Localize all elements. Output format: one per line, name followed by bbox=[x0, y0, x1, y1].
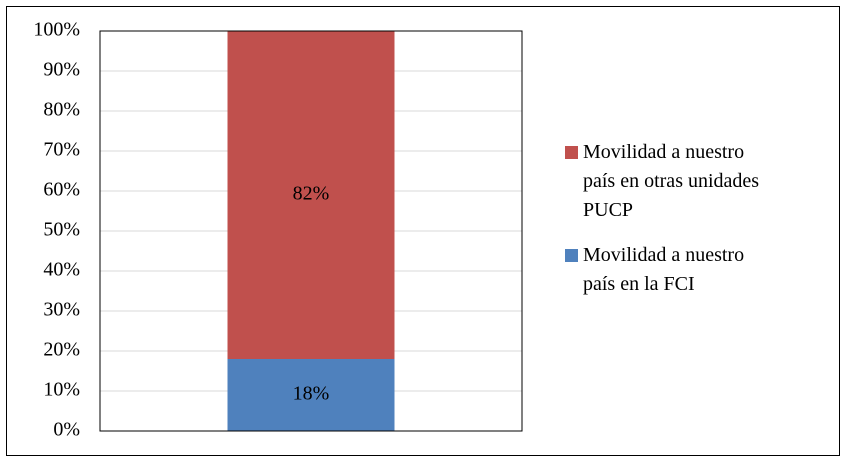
y-tick-label: 80% bbox=[43, 99, 80, 121]
plot-border bbox=[99, 30, 523, 432]
data-label: 82% bbox=[293, 183, 330, 205]
y-tick-label: 70% bbox=[43, 139, 80, 161]
y-tick-label: 10% bbox=[43, 379, 80, 401]
y-tick-label: 60% bbox=[43, 179, 80, 201]
y-tick-label: 30% bbox=[43, 299, 80, 321]
y-tick-label: 0% bbox=[53, 419, 80, 441]
legend-label: Movilidad a nuestro país en la FCI bbox=[583, 244, 745, 295]
y-tick-label: 20% bbox=[43, 339, 80, 361]
legend-swatch bbox=[565, 249, 578, 262]
legend-label: Movilidad a nuestro país en otras unidad… bbox=[583, 141, 760, 221]
data-label: 18% bbox=[293, 383, 330, 405]
y-tick-label: 90% bbox=[43, 59, 80, 81]
legend-swatch bbox=[565, 146, 578, 159]
chart-border bbox=[6, 6, 840, 456]
y-tick-label: 50% bbox=[43, 219, 80, 241]
bar-segment bbox=[227, 31, 395, 359]
y-tick-label: 40% bbox=[43, 259, 80, 281]
y-tick-label: 100% bbox=[33, 19, 80, 41]
bar-segment bbox=[227, 359, 395, 431]
